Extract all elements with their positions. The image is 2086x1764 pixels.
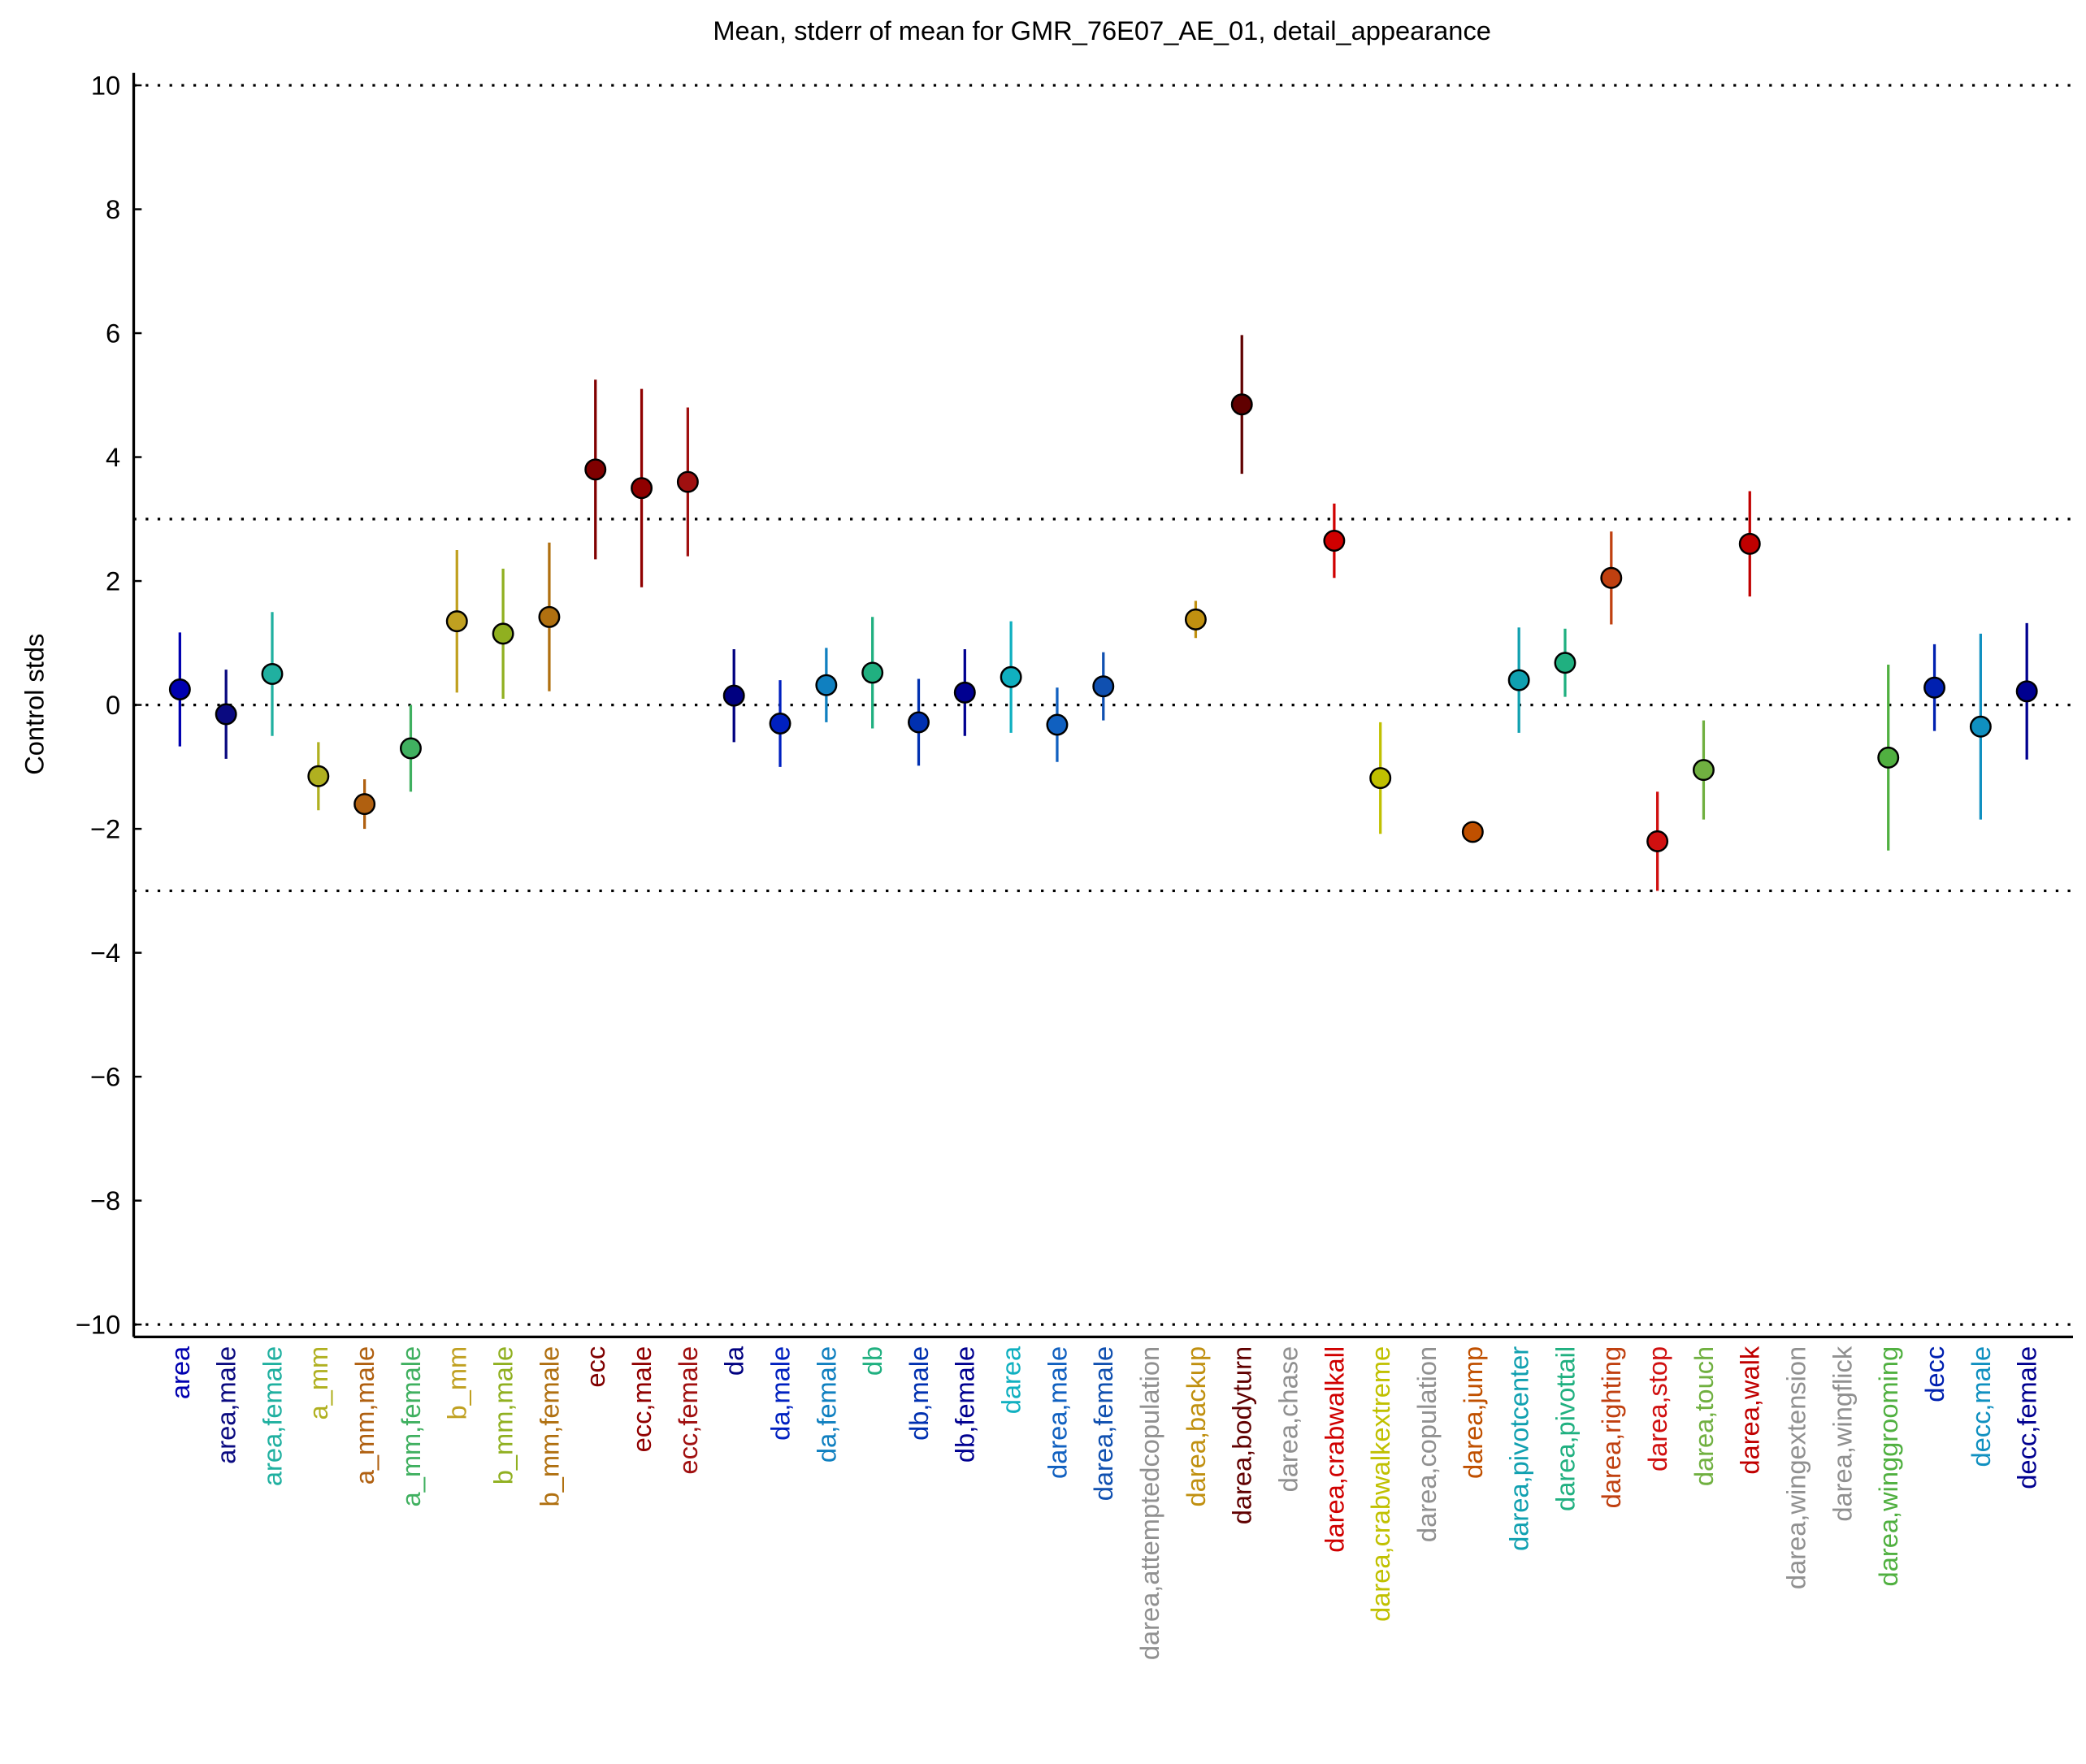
mean-marker (722, 684, 745, 707)
mean-marker (1000, 665, 1022, 688)
x-tick-label: darea,jump (1458, 1346, 1488, 1479)
y-tick-label: −10 (76, 1310, 120, 1340)
mean-marker (261, 662, 284, 685)
mean-marker (1323, 530, 1346, 552)
x-tick-label: db,male (904, 1346, 934, 1441)
y-tick-label: 8 (106, 194, 120, 224)
y-tick-label: −4 (90, 938, 120, 968)
mean-marker (769, 712, 791, 735)
x-tick-label: darea,winggrooming (1873, 1346, 1903, 1587)
x-tick-label: darea,pivotcenter (1504, 1346, 1534, 1551)
mean-marker (1461, 821, 1484, 843)
mean-marker (1692, 759, 1715, 782)
x-tick-label: a_mm,female (396, 1346, 426, 1507)
mean-marker (1877, 746, 1900, 769)
mean-marker (492, 622, 514, 645)
mean-marker (1184, 608, 1207, 631)
mean-marker (2015, 680, 2038, 703)
x-tick-label: area,female (257, 1346, 287, 1486)
x-tick-label: ecc,female (673, 1346, 703, 1475)
mean-marker (1507, 669, 1530, 691)
y-tick-label: −8 (90, 1185, 120, 1216)
x-tick-label: darea,backup (1181, 1346, 1211, 1507)
mean-marker (307, 765, 330, 787)
mean-marker (353, 793, 376, 816)
chart-title: Mean, stderr of mean for GMR_76E07_AE_01… (713, 15, 1491, 46)
x-tick-label: da,male (765, 1346, 795, 1441)
y-tick-label: −6 (90, 1062, 120, 1092)
mean-marker (676, 470, 699, 493)
mean-marker (908, 711, 930, 734)
x-tick-label: ecc,male (627, 1346, 657, 1453)
x-tick-label: darea,wingextension (1781, 1346, 1811, 1589)
x-tick-label: da,female (811, 1346, 841, 1463)
y-tick-label: 0 (106, 690, 120, 720)
mean-marker (215, 703, 237, 726)
mean-marker (1923, 676, 1946, 699)
y-tick-label: 2 (106, 566, 120, 596)
x-tick-label: decc (1919, 1346, 1949, 1402)
x-tick-label: darea,female (1088, 1346, 1118, 1501)
x-tick-label: darea,bodyturn (1227, 1346, 1257, 1524)
mean-marker (1738, 532, 1761, 555)
mean-marker (399, 737, 422, 760)
x-tick-label: decc,male (1966, 1346, 1996, 1467)
x-tick-label: darea,chase (1273, 1346, 1303, 1493)
x-tick-label: darea,crabwalkall (1319, 1346, 1349, 1553)
x-tick-label: b_mm,male (488, 1346, 518, 1484)
mean-marker (953, 681, 976, 704)
x-tick-label: darea,pivottail (1550, 1346, 1580, 1511)
x-tick-label: db,female (950, 1346, 980, 1463)
x-tick-label: darea,righting (1596, 1346, 1626, 1509)
x-tick-label: darea,crabwalkextreme (1365, 1346, 1395, 1622)
y-tick-label: 6 (106, 318, 120, 348)
x-tick-label: darea,walk (1735, 1346, 1765, 1474)
mean-marker (1554, 652, 1576, 674)
mean-marker (1969, 715, 1992, 738)
mean-marker (168, 678, 191, 700)
mean-marker (1046, 713, 1069, 736)
mean-marker (815, 674, 838, 696)
x-tick-label: darea,touch (1689, 1346, 1719, 1486)
x-tick-label: darea,stop (1642, 1346, 1672, 1471)
x-tick-label: darea (996, 1346, 1026, 1414)
mean-marker (1369, 767, 1392, 790)
x-tick-label: darea,male (1042, 1346, 1072, 1479)
mean-marker (1646, 830, 1669, 852)
mean-marker (1230, 393, 1253, 416)
x-tick-label: area,male (211, 1346, 241, 1464)
mean-marker (538, 605, 561, 628)
x-tick-label: db (857, 1346, 887, 1376)
y-tick-label: 10 (91, 70, 120, 100)
x-tick-label: b_mm (442, 1346, 472, 1420)
y-tick-label: 4 (106, 442, 120, 472)
x-tick-label: da (719, 1346, 749, 1376)
x-tick-label: darea,attemptedcopulation (1134, 1346, 1164, 1660)
y-tick-label: −2 (90, 814, 120, 844)
y-axis-label: Control stds (20, 634, 50, 775)
mean-marker (861, 661, 884, 684)
mean-marker (445, 610, 468, 633)
x-tick-label: darea,wingflick (1827, 1346, 1857, 1521)
mean-marker (1600, 566, 1623, 589)
mean-marker (584, 458, 607, 481)
x-tick-label: b_mm,female (534, 1346, 564, 1507)
x-tick-label: area (165, 1346, 195, 1399)
x-tick-label: a_mm,male (349, 1346, 379, 1484)
x-tick-label: darea,copulation (1412, 1346, 1442, 1542)
x-tick-label: ecc (580, 1346, 610, 1388)
x-tick-label: a_mm (303, 1346, 333, 1420)
mean-marker (1092, 675, 1115, 698)
x-tick-label: decc,female (2012, 1346, 2042, 1489)
mean-marker (631, 477, 653, 500)
